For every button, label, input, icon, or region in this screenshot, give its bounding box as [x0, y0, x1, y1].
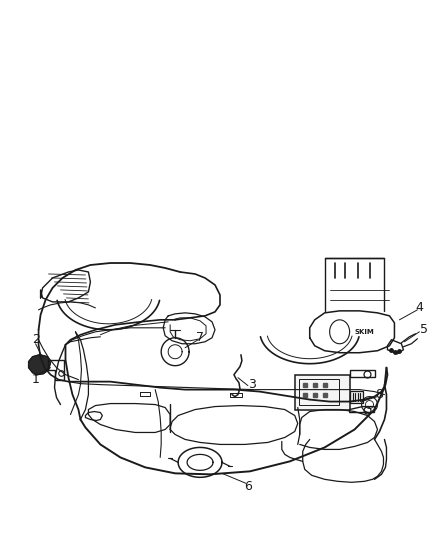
- Polygon shape: [28, 355, 50, 375]
- Text: 6: 6: [244, 480, 252, 493]
- Text: 5: 5: [420, 324, 428, 336]
- Polygon shape: [350, 391, 363, 402]
- Text: 4: 4: [415, 301, 423, 314]
- Text: SKIM: SKIM: [355, 329, 374, 335]
- Text: 3: 3: [248, 378, 256, 391]
- Text: 8: 8: [375, 388, 384, 401]
- Text: 1: 1: [32, 373, 39, 386]
- Text: 7: 7: [196, 332, 204, 344]
- Text: 2: 2: [32, 333, 39, 346]
- Polygon shape: [295, 375, 350, 409]
